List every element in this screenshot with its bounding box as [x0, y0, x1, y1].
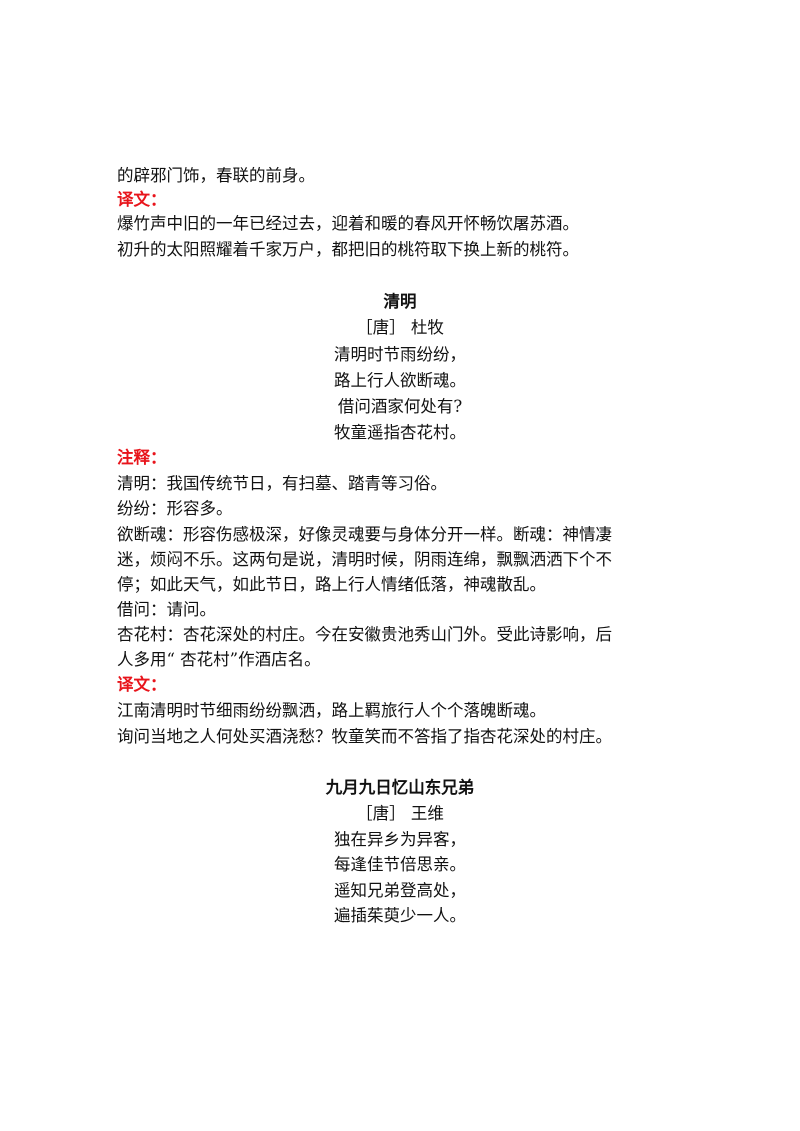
notes-label: 注释： [117, 448, 167, 467]
note-line: 欲断魂：形容伤感极深，好像灵魂要与身体分开一样。断魂：神情凄 [117, 525, 612, 544]
poem-title: 九月九日忆山东兄弟 [325, 778, 475, 797]
poem-author: ［唐］ 王维 [356, 804, 444, 823]
poem-line: 独在异乡为异客， [334, 830, 466, 849]
note-line: 清明：我国传统节日，有扫墓、踏青等习俗。 [117, 474, 447, 493]
poem-title: 清明 [383, 292, 417, 311]
translation-line: 询问当地之人何处买酒浇愁？牧童笑而不答指了指杏花深处的村庄。 [117, 727, 612, 746]
translation-line: 爆竹声中旧的一年已经过去，迎着和暖的春风开怀畅饮屠苏酒。 [117, 214, 579, 233]
continuation-text: 的辟邪门饰，春联的前身。 [117, 166, 315, 185]
translation-label: 译文： [117, 675, 167, 694]
poem-line: 清明时节雨纷纷， [334, 345, 466, 364]
poem-line: 每逢佳节倍思亲。 [334, 855, 466, 874]
poem-line: 借问酒家何处有? [337, 397, 463, 416]
note-line: 借问：请问。 [117, 600, 216, 619]
poem-line: 遥知兄弟登高处， [334, 881, 466, 900]
note-line: 杏花村：杏花深处的村庄。今在安徽贵池秀山门外。受此诗影响，后 [117, 625, 612, 644]
note-line: 纷纷：形容多。 [117, 499, 233, 518]
translation-line: 初升的太阳照耀着千家万户，都把旧的桃符取下换上新的桃符。 [117, 240, 579, 259]
translation-line: 江南清明时节细雨纷纷飘洒，路上羁旅行人个个落魄断魂。 [117, 701, 546, 720]
translation-label: 译文： [117, 190, 167, 209]
note-line: 迷，烦闷不乐。这两句是说，清明时候，阴雨连绵，飘飘洒洒下个不 [117, 550, 612, 569]
note-line: 人多用“ 杏花村”作酒店名。 [117, 650, 321, 669]
poem-author: ［唐］ 杜牧 [356, 318, 444, 337]
note-line: 停；如此天气，如此节日，路上行人情绪低落，神魂散乱。 [117, 575, 546, 594]
poem-line: 遍插茱萸少一人。 [334, 906, 466, 925]
poem-line: 路上行人欲断魂。 [334, 371, 466, 390]
poem-line: 牧童遥指杏花村。 [334, 423, 466, 442]
